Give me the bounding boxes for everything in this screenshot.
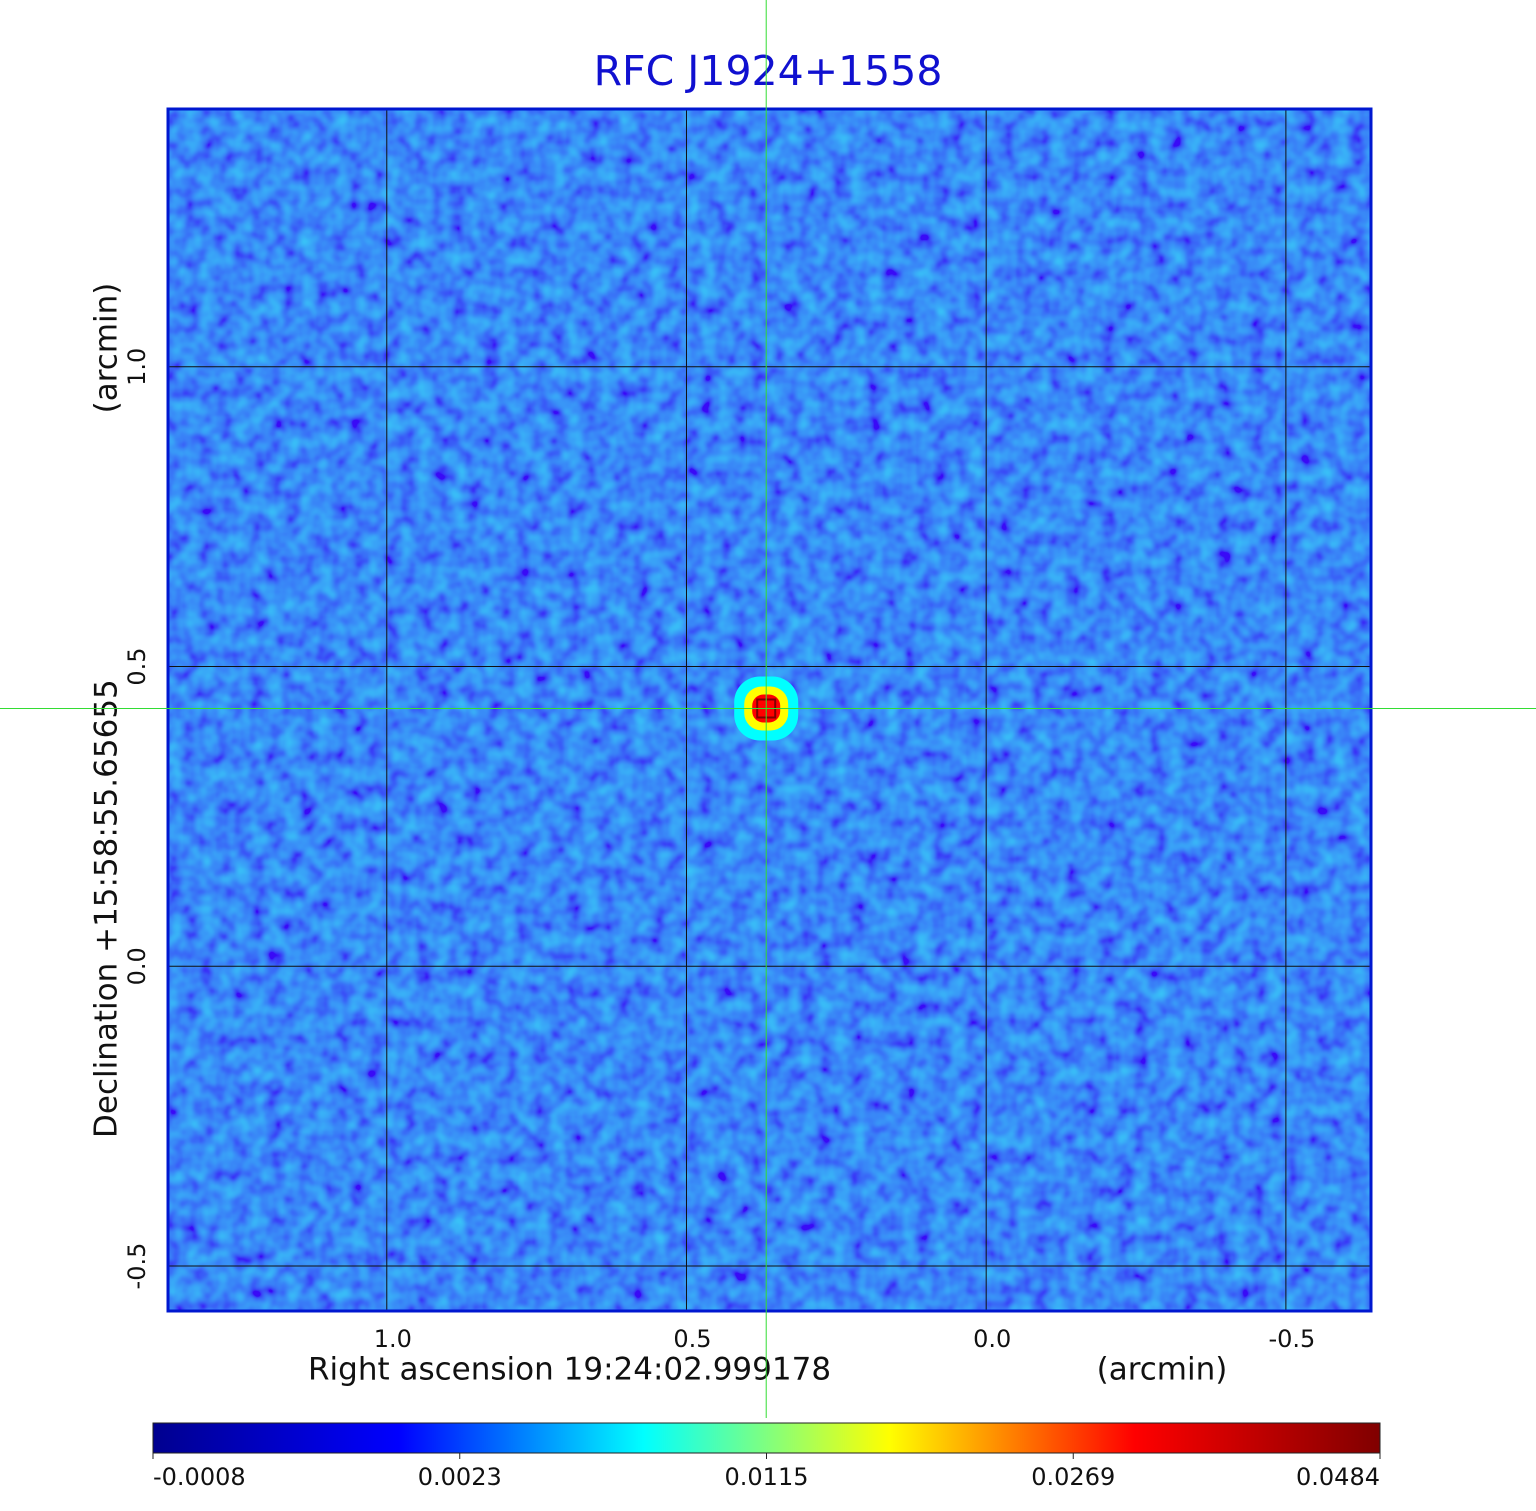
colorbar-tick-label: 0.0115 (725, 1463, 809, 1491)
y-tick-label: 0.5 (123, 647, 151, 685)
y-tick-label: 0.0 (123, 947, 151, 985)
x-axis-label: Right ascension 19:24:02.999178 (308, 1352, 831, 1388)
x-tick-label: 0.5 (673, 1325, 711, 1353)
y-tick-label: -0.5 (123, 1243, 151, 1290)
y-axis-label: Declination +15:58:55.65655 (89, 679, 125, 1138)
colorbar-tick-label: 0.0269 (1031, 1463, 1115, 1491)
x-axis-unit: (arcmin) (1097, 1352, 1228, 1388)
image-frame (166, 107, 1373, 1313)
x-tick-label: -0.5 (1268, 1325, 1315, 1353)
colorbar-tick-label: -0.0008 (153, 1463, 246, 1491)
colorbar (152, 1422, 1381, 1454)
colorbar-tick-label: 0.0023 (418, 1463, 502, 1491)
y-axis-unit: (arcmin) (89, 283, 125, 414)
y-tick-label: 1.0 (123, 348, 151, 386)
x-tick-label: 1.0 (374, 1325, 412, 1353)
colorbar-tick-label: 0.0484 (1296, 1463, 1380, 1491)
x-tick-label: 0.0 (973, 1325, 1011, 1353)
chart-title: RFC J1924+1558 (594, 47, 943, 95)
